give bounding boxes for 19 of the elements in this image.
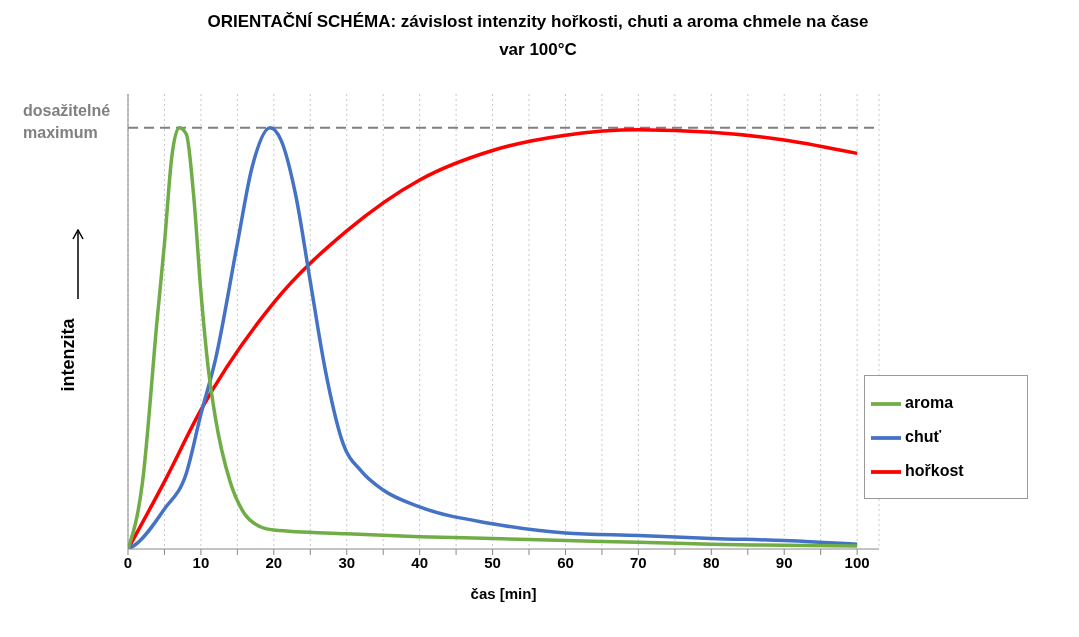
x-tick-label: 10 (192, 553, 210, 571)
x-tick-label: 30 (338, 553, 356, 571)
ref-line-label: dosažitelné maximum (23, 101, 111, 141)
legend-label: hořkost (905, 462, 964, 479)
x-tick-label: 20 (265, 553, 283, 571)
chart-subtitle: var 100°C (498, 39, 578, 61)
x-tick-label: 90 (775, 553, 793, 571)
legend-label: chuť (905, 428, 942, 445)
x-axis-title: čas [min] (470, 585, 537, 602)
x-tick-label: 70 (630, 553, 647, 571)
chart-title: ORIENTAČNÍ SCHÉMA: závislost intenzity hořkosti, chuti a aroma chmele na čase (206, 11, 870, 33)
legend-label: aroma (905, 394, 954, 411)
x-tick-label: 0 (123, 553, 133, 571)
y-axis-title: intenzita (58, 317, 79, 392)
x-tick-label: 50 (484, 553, 501, 571)
x-tick-label: 80 (702, 553, 720, 571)
x-tick-label: 60 (557, 553, 574, 571)
x-tick-label: 40 (411, 553, 428, 571)
x-tick-label: 100 (844, 553, 870, 571)
